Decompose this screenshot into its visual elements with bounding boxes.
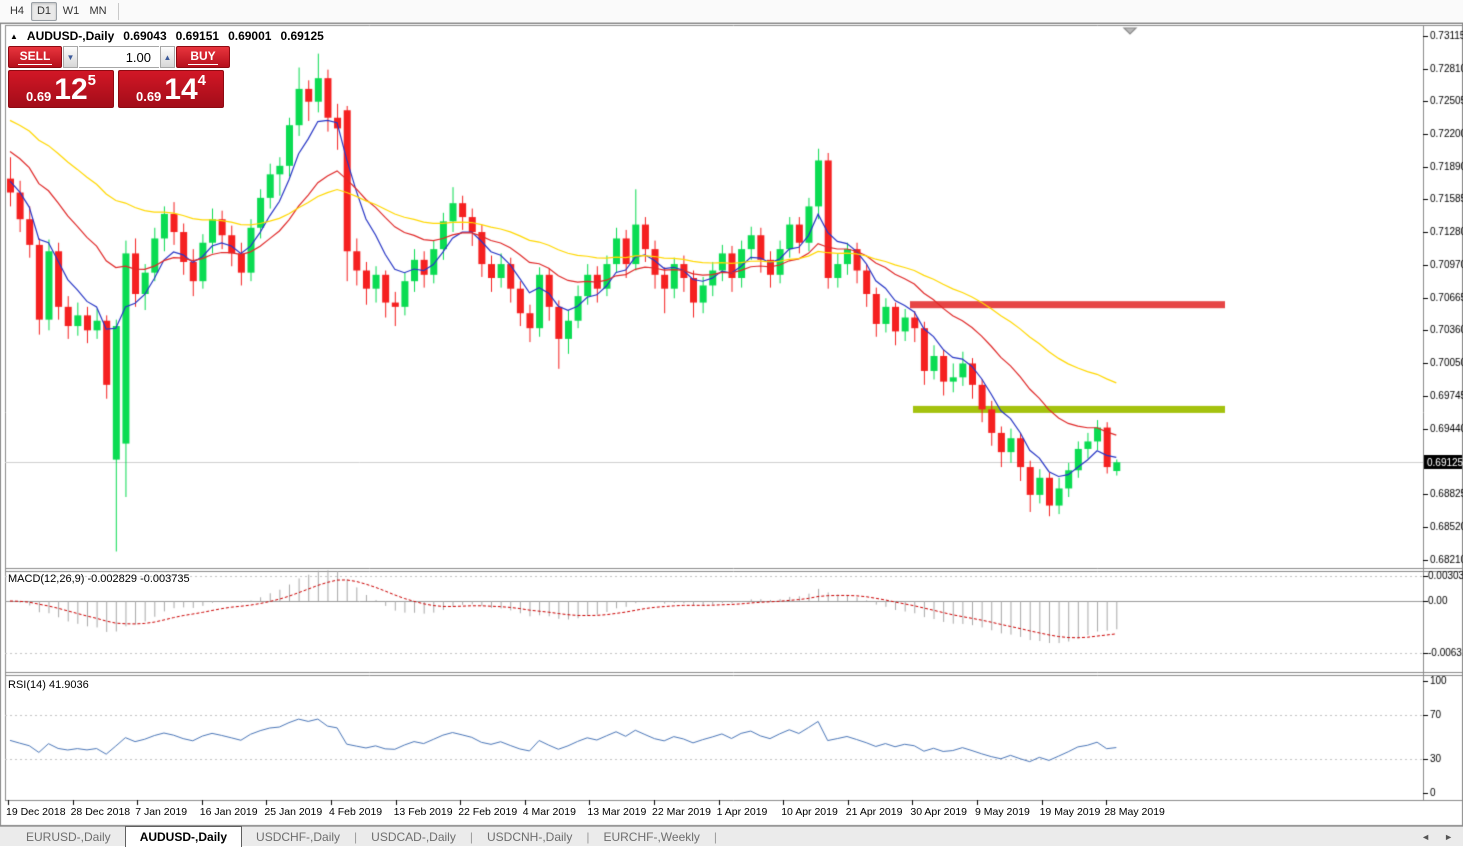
- one-click-trade-panel: SELL ▼ ▲ BUY 0.69 12 5 0.69 14 4: [8, 46, 230, 108]
- date-label: 30 Apr 2019: [910, 806, 968, 818]
- date-label: 13 Feb 2019: [393, 806, 453, 818]
- buy-button[interactable]: BUY: [176, 46, 230, 68]
- ask-price-pipette: 4: [197, 72, 207, 89]
- ohlc-open: 0.69043: [123, 29, 167, 43]
- timeframe-button-mn[interactable]: MN: [89, 5, 107, 17]
- tab-audusd-daily[interactable]: AUDUSD-,Daily: [124, 825, 243, 847]
- ohlc-high: 0.69151: [175, 29, 220, 43]
- bid-price-big: 12: [54, 73, 88, 106]
- macd-indicator-label: MACD(12,26,9) -0.002829 -0.003735: [8, 573, 190, 585]
- chevron-down-icon: ▼: [66, 52, 75, 62]
- date-label: 4 Mar 2019: [522, 806, 576, 818]
- tabs-scroll-left-icon[interactable]: ◄: [1421, 831, 1431, 842]
- sell-button[interactable]: SELL: [8, 46, 62, 68]
- bid-price-pipette: 5: [87, 72, 97, 89]
- ohlc-close: 0.69125: [280, 29, 324, 43]
- date-label: 25 Jan 2019: [264, 806, 323, 818]
- chart-tab-bar: EURUSD-,Daily AUDUSD-,Daily USDCHF-,Daily |…: [0, 825, 1463, 847]
- date-label: 19 Dec 2018: [6, 806, 66, 818]
- chart-window: ▲ AUDUSD-,Daily 0.69043 0.69151 0.69001 …: [0, 23, 1463, 826]
- date-label: 10 Apr 2019: [781, 806, 838, 818]
- volume-input[interactable]: [79, 46, 159, 68]
- tab-eurusd-daily[interactable]: EURUSD-,Daily: [26, 829, 111, 844]
- tab-usdcnh-daily[interactable]: USDCNH-,Daily: [486, 829, 573, 844]
- date-label: 28 May 2019: [1104, 806, 1165, 818]
- bid-price-button[interactable]: 0.69 12 5: [8, 70, 114, 108]
- timeframe-button-d1[interactable]: D1: [31, 1, 57, 21]
- tab-separator: |: [586, 829, 590, 844]
- ask-price-button[interactable]: 0.69 14 4: [118, 70, 224, 108]
- date-label: 1 Apr 2019: [716, 806, 768, 818]
- date-label: 28 Dec 2018: [70, 806, 131, 818]
- symbol-header: ▲ AUDUSD-,Daily 0.69043 0.69151 0.69001 …: [10, 29, 324, 43]
- date-label: 22 Mar 2019: [652, 806, 711, 818]
- date-label: 19 May 2019: [1039, 806, 1101, 818]
- timeframe-toolbar: H4 D1 W1 MN: [0, 0, 1463, 23]
- date-label: 16 Jan 2019: [199, 806, 258, 818]
- volume-decrease-button[interactable]: ▼: [63, 46, 78, 68]
- tab-separator: |: [354, 829, 358, 844]
- timeframe-button-w1[interactable]: W1: [62, 5, 80, 17]
- tab-eurchf-weekly[interactable]: EURCHF-,Weekly: [603, 829, 700, 844]
- date-label: 7 Jan 2019: [135, 806, 188, 818]
- tab-separator: |: [713, 829, 718, 844]
- tab-usdcad-daily[interactable]: USDCAD-,Daily: [371, 829, 456, 844]
- date-label: 21 Apr 2019: [845, 806, 903, 818]
- tabs-scroll-right-icon[interactable]: ►: [1444, 831, 1453, 842]
- ask-price-small: 0.69: [135, 89, 162, 104]
- ohlc-low: 0.69001: [228, 29, 272, 43]
- symbol-title: AUDUSD-,Daily: [26, 29, 115, 43]
- volume-increase-button[interactable]: ▲: [160, 46, 175, 68]
- chart-canvas[interactable]: [0, 23, 1463, 826]
- date-label: 22 Feb 2019: [458, 806, 518, 818]
- toolbar-separator: [118, 2, 119, 20]
- date-label: 13 Mar 2019: [587, 806, 647, 818]
- tab-separator: |: [469, 829, 473, 844]
- ask-price-big: 14: [164, 73, 198, 106]
- chevron-up-icon: ▲: [163, 52, 172, 62]
- collapse-triangle-icon[interactable]: ▲: [10, 31, 18, 41]
- time-axis[interactable]: 19 Dec 2018 28 Dec 2018 7 Jan 2019 16 Jan 2…: [0, 804, 1420, 822]
- date-label: 9 May 2019: [975, 806, 1030, 818]
- rsi-indicator-label: RSI(14) 41.9036: [8, 679, 89, 691]
- timeframe-button-h4[interactable]: H4: [9, 5, 25, 17]
- bid-price-small: 0.69: [25, 89, 52, 104]
- tab-usdchf-daily[interactable]: USDCHF-,Daily: [256, 829, 341, 844]
- date-label: 4 Feb 2019: [329, 806, 383, 818]
